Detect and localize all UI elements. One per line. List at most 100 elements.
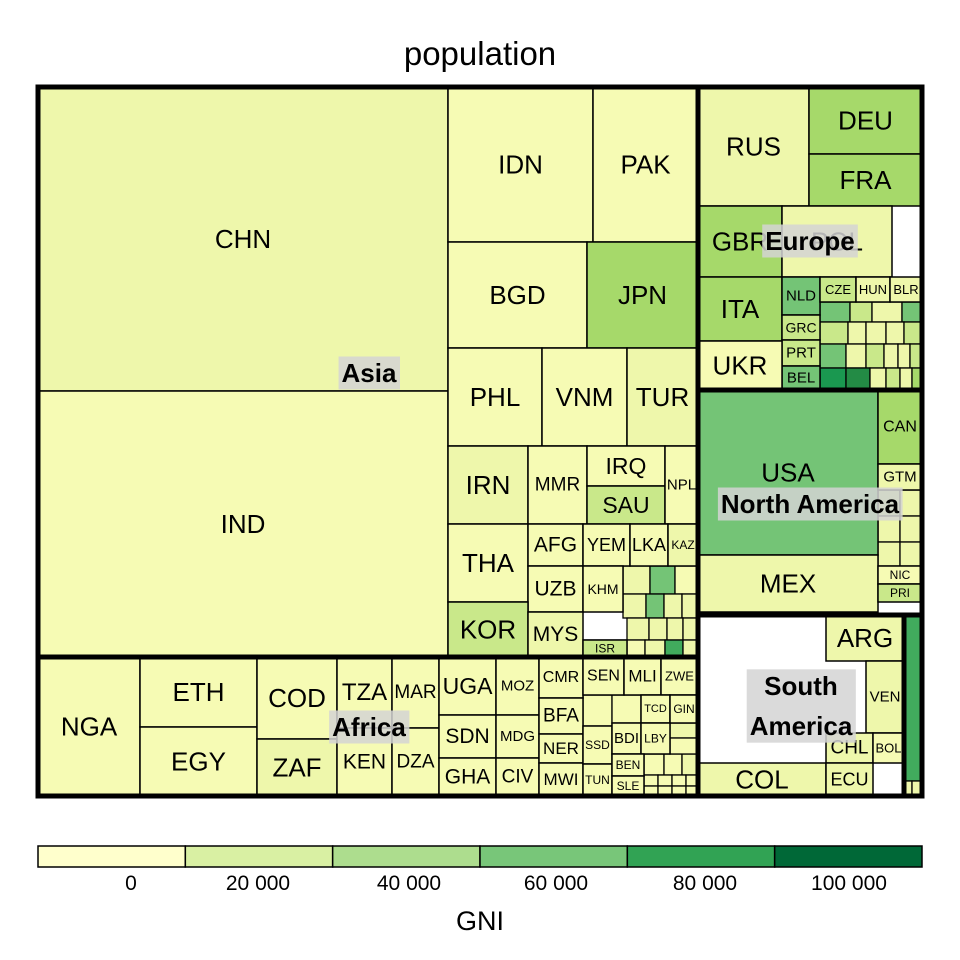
country-label-chl: CHL — [830, 738, 868, 759]
country-label-vnm: VNM — [556, 382, 614, 412]
small-country-cell — [871, 301, 903, 323]
country-label-yem: YEM — [587, 535, 626, 555]
legend-tick-label: 40 000 — [377, 872, 441, 895]
country-label-pri: PRI — [890, 586, 910, 600]
country-label-irq: IRQ — [606, 453, 647, 479]
small-country-cell — [899, 367, 913, 391]
country-rect-mys — [527, 611, 584, 658]
region-labels: Asia Europe North America South America Afric… — [329, 224, 903, 744]
legend-color-box — [184, 845, 334, 868]
country-cell-ecu: ECU — [825, 762, 874, 797]
country-cell-prt: PRT — [781, 339, 821, 367]
country-cell-bel: BEL — [781, 365, 821, 391]
country-label-arg: ARG — [837, 623, 893, 653]
region-label-africa: Africa — [329, 710, 410, 744]
country-cell-isr: ISR — [582, 639, 628, 658]
country-rect-rus — [697, 86, 810, 207]
small-country-cell — [819, 321, 849, 345]
country-label-ken: KEN — [343, 751, 386, 774]
country-rect-ecu — [825, 762, 874, 797]
country-label-sle: SLE — [617, 779, 640, 793]
country-cell-sau: SAU — [586, 485, 666, 525]
small-country-cell — [885, 367, 901, 391]
legend-tick-label: 100 000 — [811, 872, 887, 895]
country-label-moz: MOZ — [501, 678, 534, 695]
small-country-cell — [626, 639, 646, 658]
country-label-bdi: BDI — [614, 730, 639, 747]
country-rect-fra — [808, 153, 923, 207]
small-country-cell — [663, 753, 683, 776]
country-label-sen: SEN — [587, 668, 620, 685]
country-rect-col — [697, 762, 827, 797]
country-cell-grc: GRC — [781, 314, 821, 341]
region-label-asia: Asia — [338, 356, 400, 390]
country-label-mdg: MDG — [500, 728, 535, 745]
country-rect-blr — [889, 276, 923, 303]
country-label-ukr: UKR — [713, 351, 768, 381]
region-label-line: America — [750, 711, 853, 741]
country-rect-moz — [495, 656, 540, 716]
small-country-cell — [897, 343, 911, 369]
country-label-nld: NLD — [786, 288, 816, 305]
small-country-cell — [644, 639, 666, 658]
country-label-uga: UGA — [443, 673, 494, 699]
country-cell-tcd: TCD — [640, 694, 671, 724]
country-label-civ: CIV — [502, 767, 534, 788]
country-cell-idn: IDN — [447, 86, 594, 243]
country-rect-mdg — [495, 714, 540, 759]
region-border-oceania — [901, 612, 925, 799]
small-country-cell — [845, 343, 867, 369]
small-country-cell — [819, 343, 847, 369]
small-country-cell — [847, 321, 867, 345]
country-cell-ven: VEN — [865, 660, 905, 734]
country-label-ven: VEN — [870, 689, 901, 706]
country-label-gin: GIN — [673, 702, 694, 716]
country-label-nic: NIC — [890, 568, 911, 582]
country-rect-usa — [697, 389, 879, 556]
country-cell-can: CAN — [877, 389, 923, 465]
country-cell-npl: NPL — [664, 445, 699, 525]
country-rect-gtm — [877, 463, 923, 491]
country-label-tha: THA — [462, 548, 515, 578]
country-label-afg: AFG — [534, 534, 577, 557]
country-label-kor: KOR — [460, 615, 516, 645]
country-cell-mex: MEX — [697, 554, 879, 613]
country-rect-phl — [447, 347, 543, 447]
country-cells: CHN IND IDN PAK BGD JPN PHL VNM TUR IRN MMR IRQ SAU N… — [37, 86, 923, 797]
country-cell-tun: TUN — [582, 763, 613, 797]
region-label-background — [338, 356, 400, 390]
country-cell-nld: NLD — [781, 276, 821, 316]
country-label-ecu: ECU — [830, 770, 868, 790]
country-label-sdn: SDN — [445, 725, 489, 748]
country-cell-gin: GIN — [669, 694, 699, 724]
country-cell-khm: KHM — [582, 565, 624, 613]
country-cell-mys: MYS — [527, 611, 584, 658]
country-rect-cze — [819, 276, 857, 303]
country-label-rus: RUS — [726, 132, 781, 162]
country-label-irn: IRN — [466, 470, 511, 500]
legend-tick-label: 0 — [125, 872, 137, 895]
country-cell-tza: TZA — [336, 656, 393, 729]
country-label-uzb: UZB — [535, 578, 577, 601]
country-rect-deu — [808, 86, 923, 155]
small-country-cell — [899, 489, 923, 517]
country-rect-gin — [669, 694, 699, 724]
small-country-cell — [865, 343, 885, 369]
country-label-cod: COD — [268, 683, 326, 713]
country-cell-eth: ETH — [139, 656, 258, 728]
country-cell-mmr: MMR — [527, 445, 588, 525]
country-cell-ukr: UKR — [697, 340, 783, 391]
country-label-mmr: MMR — [535, 475, 580, 496]
country-cell-gtm: GTM — [877, 463, 923, 491]
small-country-cell — [648, 617, 668, 641]
country-label-deu: DEU — [838, 106, 893, 136]
country-label-gbr: GBR — [712, 227, 768, 257]
legend-tick-label: 20 000 — [226, 872, 290, 895]
country-label-mex: MEX — [760, 569, 816, 599]
small-country-cell — [582, 694, 613, 727]
country-label-idn: IDN — [498, 150, 543, 180]
region-label-line: North America — [721, 489, 900, 519]
country-cell-tha: THA — [447, 523, 529, 603]
small-country-cell — [666, 617, 684, 641]
country-label-bel: BEL — [787, 370, 815, 387]
